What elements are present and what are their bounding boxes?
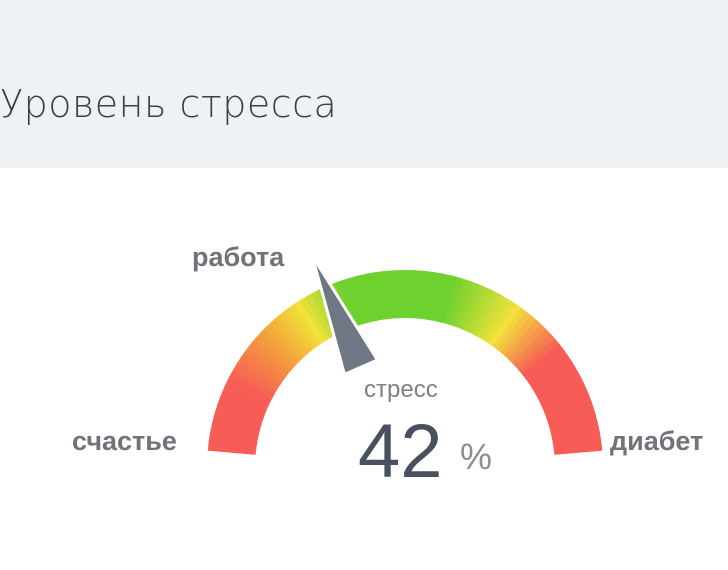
gauge-arc-segment <box>489 302 534 356</box>
gauge-arc-segment <box>500 315 549 366</box>
gauge-arc-segment <box>532 373 591 408</box>
metric-unit: % <box>460 436 493 477</box>
gauge-arc-segment <box>255 321 305 371</box>
gauge-arc-segment <box>242 336 295 382</box>
metric-name: стресс <box>364 376 438 403</box>
page-title: Уровень стресса <box>0 82 338 126</box>
gauge-arc-segment <box>264 312 312 364</box>
zone-label-happiness: счастье <box>72 426 177 456</box>
gauge-arc-segment <box>302 286 340 344</box>
gauge-arc-segment <box>290 293 331 349</box>
gauge-arc-segment <box>481 295 523 351</box>
gauge-arc-segment <box>510 329 562 376</box>
gauge-arc-segment <box>246 331 299 378</box>
gauge-arc-segment <box>504 319 553 369</box>
metric-value: 42 <box>358 409 443 494</box>
gauge-arc-segment <box>259 317 309 367</box>
gauge-arc <box>207 270 603 455</box>
header-bar: Уровень стресса <box>0 0 728 168</box>
gauge-arc-segment <box>522 350 578 392</box>
gauge-arc-segment <box>496 310 544 363</box>
gauge-arc-segment <box>534 379 594 413</box>
gauge-arc-segment <box>250 326 302 374</box>
gauge-arc-segment <box>285 296 327 352</box>
zone-label-work: работа <box>192 242 285 272</box>
gauge-arc-segment <box>547 443 603 455</box>
gauge-arc-segment <box>527 361 585 400</box>
gauge-arc-segment <box>519 344 574 388</box>
gauge-arc-segment <box>269 308 316 361</box>
gauge-widget: счастье работа диабет стресс 42 % <box>0 168 728 570</box>
gauge-arc-segment <box>296 289 335 347</box>
gauge-arc-segment <box>516 339 571 384</box>
gauge-arc-segment <box>230 352 287 393</box>
gauge-arc-segment <box>274 304 320 358</box>
gauge-needle <box>310 253 379 376</box>
gauge-arc-segment <box>280 300 323 355</box>
gauge-arc-segment <box>513 334 567 380</box>
gauge-svg <box>207 253 603 455</box>
gauge-arc-segment <box>485 298 528 354</box>
gauge-arc-segment <box>234 347 290 389</box>
zone-label-diabetes: диабет <box>610 426 704 456</box>
gauge-arc-segment <box>238 341 292 385</box>
gauge-arc-segment <box>525 355 582 396</box>
gauge-arc-segment <box>530 367 588 404</box>
gauge-arc-segment <box>493 306 539 359</box>
gauge-arc-segment <box>507 324 558 373</box>
